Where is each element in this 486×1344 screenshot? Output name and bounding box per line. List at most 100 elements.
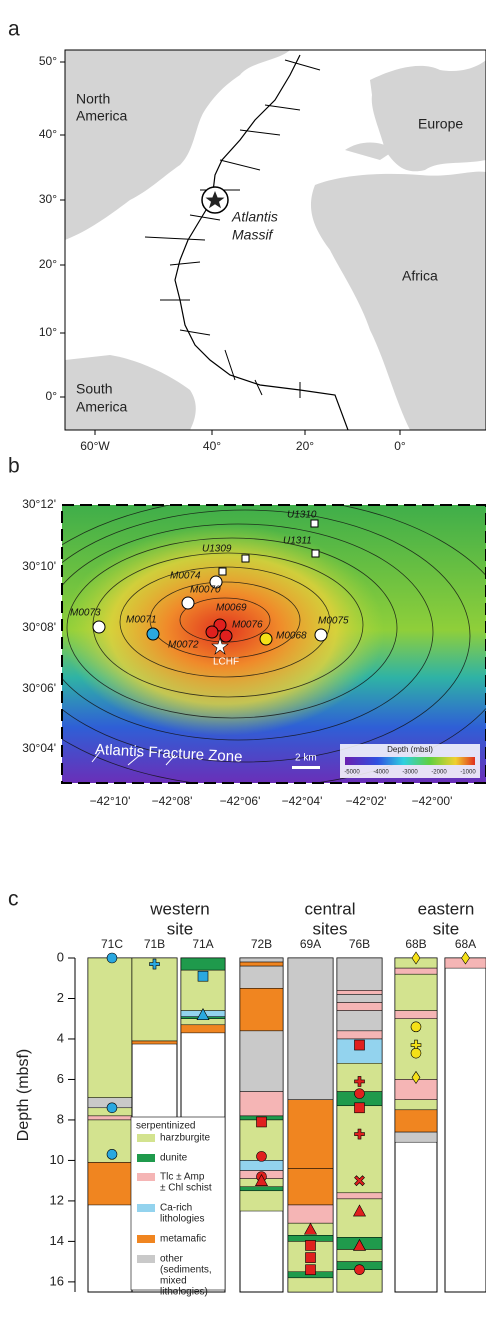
group-label: central [304,899,355,918]
x-tick-label: 20° [296,439,314,453]
interval [180,1024,226,1034]
y-tick-label: 8 [57,1111,64,1126]
interval [336,1249,383,1262]
marker [256,1151,267,1162]
y-tick-label: 10° [39,325,57,339]
x-tick-label: 40° [203,439,221,453]
site-labels: U1310 U1311 U1309 M0074 M0070 M0069 M007… [70,510,433,766]
legend-tick: -5000 [344,770,360,776]
x-tick-label: −42°08' [152,794,193,808]
panel-label: b [8,455,20,478]
site-label: U1310 [287,510,317,521]
legend-title: Depth (mbsl) [387,745,433,754]
marker [354,1088,365,1099]
site-label: M0069 [216,603,247,614]
map-a-ticks: 50° 40° 30° 20° 10° 0° 60°W 40° 20° 0° [39,54,406,453]
map-a [65,50,486,430]
region-label: North [76,91,110,107]
column-frame [444,957,486,1293]
group-label: eastern [418,899,475,918]
marker [352,1204,367,1217]
region-label: Africa [402,268,438,284]
y-tick-label: 4 [57,1030,64,1045]
interval [336,957,383,991]
legend-label: mixed [160,1276,187,1287]
map-b-ticks: 30°12' 30°10' 30°08' 30°06' 30°04' −42°10' −42… [22,497,476,808]
region-label: America [76,108,128,124]
interval [336,1192,383,1200]
marker [410,1021,422,1033]
region-label: Europe [418,116,463,132]
marker [411,1070,421,1084]
interval [239,957,284,963]
group-label: western [149,899,210,918]
group-label: site [167,919,193,938]
interval [336,1010,383,1032]
y-tick-label: 40° [39,127,57,141]
marker [354,1128,365,1140]
marker [461,951,470,965]
y-tick-label: 30°10' [22,559,56,573]
legend-swatch [137,1255,155,1263]
legend-label: lithologies [160,1214,204,1225]
interval [336,990,383,995]
interval [180,957,226,971]
hole-label: 68A [455,937,476,951]
site-label: M0072 [168,640,199,651]
interval [239,1160,284,1171]
site-label: Atlantis [231,209,278,225]
marker [410,1047,422,1059]
marker [411,951,421,965]
panel-label: a [8,18,20,41]
interval [336,1002,383,1011]
site-label: M0076 [232,620,263,631]
marker [305,1252,316,1263]
map-frame [64,49,486,431]
interval [394,1109,438,1133]
interval [131,957,178,1042]
panel-label: c [8,888,19,911]
interval [287,1204,334,1224]
legend-swatch [137,1154,155,1162]
hole-label: 71B [144,937,165,951]
y-tick-label: 10 [50,1152,64,1167]
site-label: M0068 [276,631,307,642]
site-label: U1309 [202,544,232,555]
hole-label: 68B [405,937,426,951]
marker [354,1039,365,1051]
y-tick-label: 30°12' [22,497,56,511]
y-tick-label: 50° [39,54,57,68]
interval [336,994,383,1003]
legend-label: harzburgite [160,1133,210,1144]
scale-label: 2 km [295,753,317,764]
marker [106,1102,118,1114]
x-tick-label: 0° [394,439,406,453]
marker [352,1238,367,1251]
y-tick-label: 30°04' [22,741,56,755]
legend-label: other [160,1254,183,1265]
marker [106,1149,118,1160]
map-a-labels: North America Europe Africa South Americ… [76,91,463,415]
interval [394,1131,438,1143]
interval [239,961,284,967]
interval [239,1186,284,1192]
marker [106,952,118,964]
interval [87,1115,137,1121]
marker [354,1076,365,1087]
legend-label: metamafic [160,1234,206,1245]
interval [287,957,334,1100]
interval [394,973,438,1011]
site-label: M0074 [170,571,201,582]
legend-swatch [137,1204,155,1212]
x-tick-label: 60°W [80,439,110,453]
legend-tick: -2000 [431,770,447,776]
interval [239,1190,284,1212]
legend-swatch [137,1134,155,1142]
sites [92,519,328,655]
y-tick-label: 0 [57,949,64,964]
region-label: South [76,381,113,397]
y-tick-label: 30° [39,192,57,206]
marker [303,1222,318,1235]
hole-label: 69A [300,937,321,951]
